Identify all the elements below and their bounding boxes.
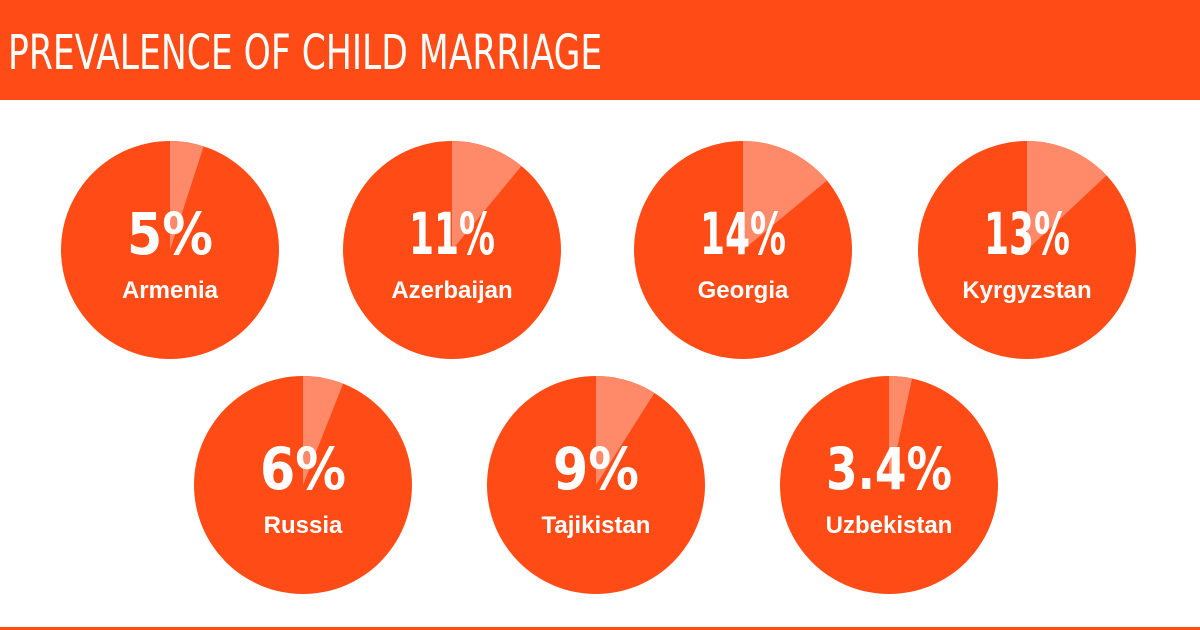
title-banner: PREVALENCE OF CHILD MARRIAGE — [0, 0, 1200, 100]
pie-azerbaijan: 11% Azerbaijan — [343, 141, 561, 359]
pie-russia: 6% Russia — [194, 376, 412, 594]
pie-kyrgyzstan: 13% Kyrgyzstan — [918, 141, 1136, 359]
pie-slice-russia — [303, 376, 344, 485]
country-label-armenia: Armenia — [122, 277, 219, 304]
pie-slice-georgia — [743, 141, 827, 250]
country-label-azerbaijan: Azerbaijan — [391, 277, 512, 304]
value-label-georgia: 14% — [700, 200, 786, 268]
pie-slice-kyrgyzstan — [1027, 141, 1107, 250]
pie-slice-uzbekistan — [889, 376, 913, 485]
pie-slice-armenia — [170, 141, 204, 250]
pie-chart-grid: 5% Armenia 11% Azerbaijan 14% Georgia 13% Kyrgy… — [61, 141, 1136, 594]
pie-slice-tajikistan — [596, 376, 655, 485]
pie-tajikistan: 9% Tajikistan — [487, 376, 705, 594]
country-label-tajikistan: Tajikistan — [542, 512, 651, 539]
value-label-kyrgyzstan: 13% — [984, 200, 1070, 268]
value-label-tajikistan: 9% — [553, 435, 639, 503]
pie-uzbekistan: 3.4% Uzbekistan — [780, 376, 998, 594]
value-label-russia: 6% — [260, 435, 346, 503]
pie-slice-azerbaijan — [452, 141, 522, 250]
country-label-georgia: Georgia — [698, 277, 789, 304]
value-label-azerbaijan: 11% — [409, 200, 495, 268]
value-label-armenia: 5% — [127, 200, 213, 268]
bottom-divider — [0, 627, 1200, 630]
pie-armenia: 5% Armenia — [61, 141, 279, 359]
country-label-kyrgyzstan: Kyrgyzstan — [962, 277, 1091, 304]
value-label-uzbekistan: 3.4% — [826, 435, 952, 503]
pie-georgia: 14% Georgia — [634, 141, 852, 359]
country-label-uzbekistan: Uzbekistan — [826, 512, 953, 539]
country-label-russia: Russia — [264, 512, 343, 539]
chart-title: PREVALENCE OF CHILD MARRIAGE — [8, 25, 603, 81]
